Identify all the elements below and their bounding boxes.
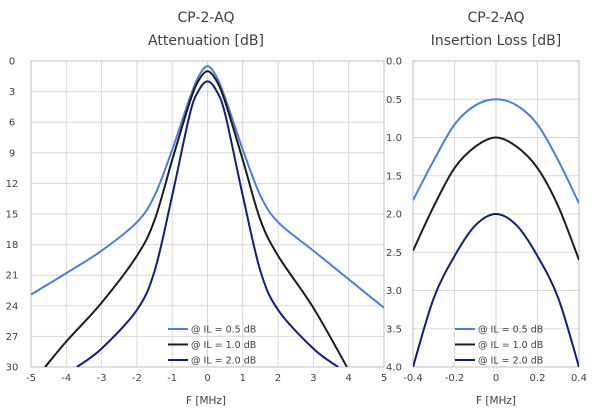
attenuation-x-tick-label: 3 [310, 373, 316, 384]
attenuation-series-line-2 [44, 70, 348, 367]
insertion-loss-y-tick-label: 3.5 [386, 324, 402, 335]
insertion-loss-y-tick-label: 3.0 [386, 286, 402, 297]
insertion-loss-y-tick-label: 1.0 [386, 133, 402, 144]
attenuation-y-tick-label: 6 [9, 118, 15, 129]
insertion-loss-y-tick-label: 1.5 [386, 171, 402, 182]
attenuation-x-tick-label: -2 [132, 373, 142, 384]
attenuation-x-tick-label: 1 [240, 373, 246, 384]
insertion-loss-x-tick-label: -0.2 [445, 373, 465, 384]
attenuation-x-tick-label: 4 [346, 373, 352, 384]
insertion-loss-legend: @ IL = 0.5 dB @ IL = 1.0 dB @ IL = 2.0 dB [455, 325, 543, 367]
insertion-loss-chart-title-line2: Insertion Loss [dB] [431, 33, 562, 49]
insertion-loss-series-line-1 [413, 98, 579, 204]
attenuation-y-tick-label: 27 [6, 332, 19, 343]
attenuation-y-tick-label: 15 [6, 210, 19, 221]
insertion-loss-y-tick-label: 2.5 [386, 248, 402, 259]
attenuation-y-tick-label: 0 [9, 57, 15, 68]
insertion-loss-y-tick-label: 2.0 [386, 210, 402, 221]
attenuation-series [31, 65, 384, 367]
attenuation-y-tick-label: 12 [6, 179, 19, 190]
insertion-loss-series-line-3 [413, 212, 579, 367]
insertion-loss-y-tick-label: 4.0 [386, 363, 402, 374]
attenuation-y-tick-label: 9 [9, 148, 15, 159]
insertion-loss-x-tick-label: 0.4 [571, 373, 587, 384]
insertion-loss-plot-frame [412, 60, 580, 368]
attenuation-x-tick-label: 5 [381, 373, 387, 384]
attenuation-gridlines [30, 60, 385, 368]
attenuation-legend-label: @ IL = 0.5 dB [191, 325, 256, 336]
attenuation-x-tick-label: 0 [204, 373, 210, 384]
insertion-loss-x-tick-label: -0.4 [403, 373, 423, 384]
insertion-loss-y-tick-label: 0.0 [386, 57, 402, 68]
insertion-loss-x-tick-label: 0.2 [530, 373, 546, 384]
attenuation-legend-label: @ IL = 2.0 dB [191, 356, 256, 367]
attenuation-y-tick-label: 30 [6, 363, 19, 374]
attenuation-x-tick-label: -1 [167, 373, 177, 384]
attenuation-chart-title-line2: Attenuation [dB] [148, 33, 264, 49]
attenuation-x-axis-label: F [MHz] [186, 395, 226, 407]
attenuation-y-tick-label: 18 [6, 240, 19, 251]
attenuation-chart: CP-2-AQ Attenuation [dB] -5 -4 -3 -2 -1 0 1 2 3 4… [6, 10, 388, 407]
attenuation-x-tick-label: -3 [97, 373, 107, 384]
insertion-loss-legend-label: @ IL = 0.5 dB [478, 325, 543, 336]
attenuation-x-tick-label: 2 [275, 373, 281, 384]
attenuation-series-line-3 [76, 80, 339, 367]
attenuation-chart-title-line1: CP-2-AQ [178, 10, 235, 26]
attenuation-x-tick-label: -4 [61, 373, 71, 384]
attenuation-legend-label: @ IL = 1.0 dB [191, 340, 256, 351]
insertion-loss-x-tick-label: 0 [493, 373, 499, 384]
insertion-loss-series-line-2 [413, 136, 579, 261]
insertion-loss-chart: CP-2-AQ Insertion Loss [dB] -0.4 -0.2 0 0.2… [386, 10, 587, 407]
attenuation-legend: @ IL = 0.5 dB @ IL = 1.0 dB @ IL = 2.0 dB [168, 325, 256, 367]
attenuation-x-tick-label: -5 [26, 373, 36, 384]
insertion-loss-series [413, 98, 579, 367]
insertion-loss-ticks: -0.4 -0.2 0 0.2 0.4 0.0 0.5 1.0 1.5 2.0 2.5 3.0 3.5 4… [386, 57, 587, 385]
attenuation-plot-frame [30, 60, 385, 368]
attenuation-series-line-1 [31, 65, 384, 309]
insertion-loss-legend-label: @ IL = 1.0 dB [478, 340, 543, 351]
attenuation-y-tick-label: 3 [9, 87, 15, 98]
insertion-loss-legend-label: @ IL = 2.0 dB [478, 356, 543, 367]
insertion-loss-x-axis-label: F [MHz] [476, 395, 516, 407]
attenuation-y-tick-label: 24 [6, 301, 19, 312]
attenuation-y-tick-label: 21 [6, 271, 19, 282]
insertion-loss-chart-title-line1: CP-2-AQ [468, 10, 525, 26]
insertion-loss-y-tick-label: 0.5 [386, 95, 402, 106]
